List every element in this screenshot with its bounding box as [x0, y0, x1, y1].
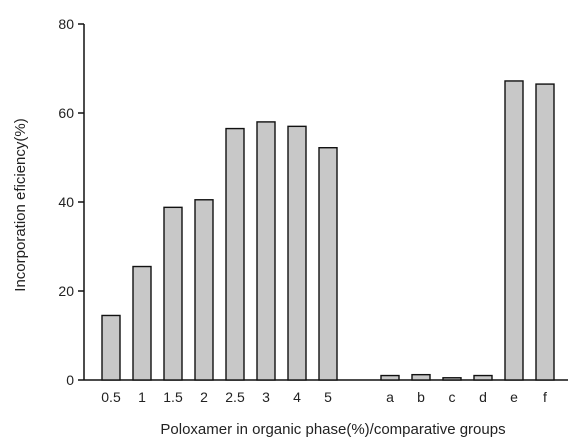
bar-e [504, 80, 524, 381]
bars [101, 80, 555, 381]
y-tick-label: 60 [58, 105, 74, 121]
bar-3 [256, 121, 276, 381]
bar-f [535, 83, 555, 381]
bar-4 [287, 125, 307, 381]
x-tick-label: c [449, 389, 456, 405]
bar-0.5 [101, 314, 121, 381]
bar-c [442, 377, 462, 381]
y-tick-label: 40 [58, 194, 74, 210]
x-tick-label: 0.5 [101, 389, 121, 405]
y-axis-title: Incorporation eficiency(%) [12, 118, 29, 291]
y-tick-label: 80 [58, 16, 74, 32]
bar-1 [132, 265, 152, 381]
bar-2.5 [225, 127, 245, 381]
bar-a [380, 374, 400, 381]
bar-2 [194, 199, 214, 381]
bar-1.5 [163, 206, 183, 381]
y-axis-ticks: 0 20 40 60 80 [58, 16, 84, 388]
x-axis-ticks: 0.5 1 1.5 2 2.5 3 4 5 a b c d e f [101, 389, 547, 405]
x-tick-label: b [417, 389, 425, 405]
x-axis-title: Poloxamer in organic phase(%)/comparativ… [160, 421, 505, 438]
x-tick-label: e [510, 389, 518, 405]
plot-area: 0 20 40 60 80 0.5 1 1.5 2 2.5 3 4 5 a b c d e f [58, 16, 568, 405]
x-tick-label: 1.5 [163, 389, 183, 405]
x-tick-label: 2 [200, 389, 208, 405]
bar-5 [318, 147, 338, 381]
x-tick-label: a [386, 389, 394, 405]
y-tick-label: 20 [58, 283, 74, 299]
x-tick-label: 3 [262, 389, 270, 405]
x-tick-label: 2.5 [225, 389, 245, 405]
x-tick-label: 1 [138, 389, 146, 405]
x-tick-label: f [543, 389, 547, 405]
bar-b [411, 373, 431, 381]
x-tick-label: 5 [324, 389, 332, 405]
bar-d [473, 374, 493, 381]
x-tick-label: 4 [293, 389, 301, 405]
x-tick-label: d [479, 389, 487, 405]
y-tick-label: 0 [66, 372, 74, 388]
